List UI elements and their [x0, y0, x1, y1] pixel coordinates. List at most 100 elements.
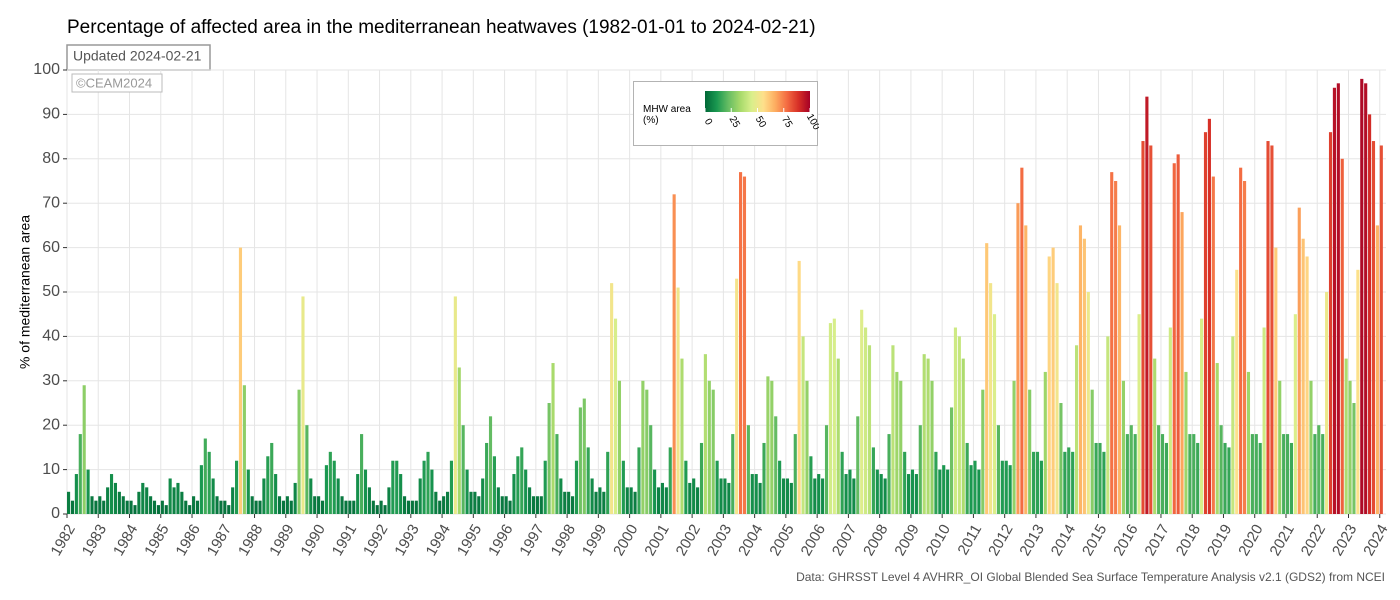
bar [176, 482, 180, 514]
bar [1020, 167, 1024, 514]
bar [633, 491, 637, 514]
bar [504, 496, 508, 514]
bar [977, 469, 981, 514]
x-tick-label: 1986 [173, 521, 204, 558]
bar [1250, 434, 1254, 514]
bar [672, 194, 676, 514]
colorbar-tick-label: 75 [779, 115, 794, 131]
bar [481, 478, 485, 514]
x-tick-label: 1992 [360, 521, 391, 558]
bar [192, 496, 196, 514]
x-tick-label: 1982 [47, 521, 78, 558]
bar [1094, 442, 1098, 514]
bar [465, 469, 469, 514]
bar [445, 491, 450, 514]
bar [957, 336, 961, 514]
bar [469, 491, 473, 514]
x-tick-label: 2009 [891, 521, 922, 558]
bar [1293, 314, 1297, 514]
bar [559, 478, 563, 514]
bar [94, 500, 98, 514]
bar [1129, 425, 1133, 514]
x-tick-label: 2008 [860, 521, 891, 558]
bar [1254, 434, 1258, 514]
bar [578, 407, 582, 514]
bar [457, 367, 461, 514]
bar [418, 478, 422, 514]
x-tick-label: 1998 [548, 521, 579, 558]
bar [653, 469, 657, 514]
x-tick-label: 2015 [1079, 521, 1110, 558]
bar [86, 469, 90, 514]
bar [1332, 87, 1336, 514]
bar [242, 385, 246, 514]
bar [821, 478, 825, 514]
bar [1168, 327, 1172, 514]
bar [899, 380, 903, 514]
bar [1172, 163, 1176, 515]
bar [371, 500, 375, 514]
x-tick-label: 2018 [1173, 521, 1204, 558]
x-tick-label: 2010 [923, 521, 954, 558]
bar [1227, 447, 1231, 514]
bar [360, 434, 364, 514]
bar [946, 469, 950, 514]
bar [903, 451, 907, 514]
bar [168, 478, 172, 514]
x-tick-label: 2001 [641, 521, 672, 558]
bar [1262, 327, 1266, 514]
chart-title: Percentage of affected area in the medit… [67, 17, 816, 38]
x-tick-label: 2023 [1329, 521, 1360, 558]
bar [98, 496, 102, 514]
bar [590, 478, 594, 514]
x-tick-label: 2024 [1360, 521, 1391, 558]
caption: Data: GHRSST Level 4 AVHRR_OI Global Ble… [796, 570, 1385, 584]
bar [1024, 225, 1028, 514]
x-tick-label: 2000 [610, 521, 641, 558]
bar [1313, 434, 1317, 514]
x-tick-label: 2007 [829, 521, 860, 558]
bar [875, 469, 879, 514]
bar [129, 500, 133, 514]
bar [805, 380, 809, 514]
bar [340, 496, 344, 514]
bar [145, 487, 149, 514]
bar [1098, 442, 1102, 514]
bar [973, 460, 977, 514]
bar [1133, 434, 1137, 514]
bar [1137, 314, 1141, 514]
bar [1157, 425, 1161, 514]
bar [746, 425, 750, 514]
bar [594, 491, 598, 514]
bar [512, 474, 516, 514]
x-tick-label: 1991 [329, 521, 360, 558]
bar [809, 456, 813, 514]
bar [871, 447, 875, 514]
bar [992, 314, 997, 514]
bar [664, 487, 668, 514]
bar [1344, 358, 1348, 514]
legend: MHW area (%) 0 25 50 75 100 [633, 81, 819, 146]
bar [223, 500, 227, 514]
bar [754, 474, 758, 514]
bar [438, 500, 442, 514]
bar [1243, 181, 1247, 514]
bar [317, 496, 321, 514]
bar [160, 500, 164, 514]
bar [985, 243, 989, 514]
bar [793, 434, 797, 514]
colorbar: 0 25 50 75 100 [702, 91, 819, 132]
bar [313, 496, 317, 514]
bar [1039, 460, 1043, 514]
bar [453, 296, 457, 514]
bar [629, 487, 633, 514]
bar [1008, 465, 1012, 514]
bar [1016, 203, 1020, 514]
bar [965, 442, 969, 514]
bar [274, 474, 278, 514]
bar [442, 496, 446, 514]
bar [801, 336, 805, 514]
bar [1321, 434, 1325, 514]
bar [184, 500, 188, 514]
